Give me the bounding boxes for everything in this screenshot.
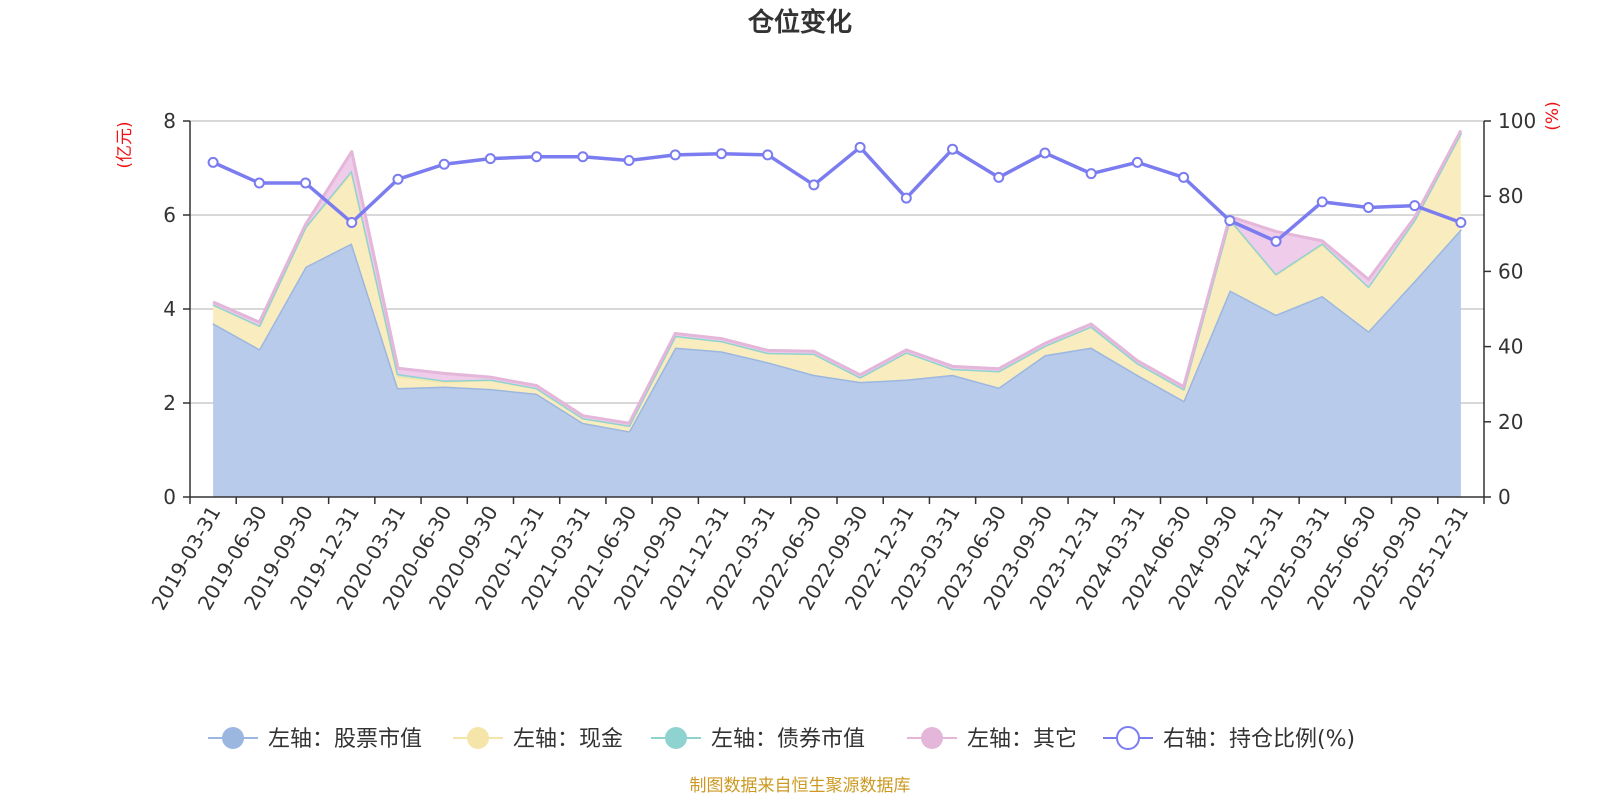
chart-title: 仓位变化 xyxy=(747,7,852,38)
legend: 左轴：股票市值 左轴：现金 左轴：债券市值 左轴：其它 右轴：持仓比例(%) xyxy=(208,726,1355,752)
ratio-point xyxy=(1178,171,1190,183)
legend-label: 左轴：债券市值 xyxy=(711,727,865,752)
ratio-point xyxy=(808,179,820,191)
ratio-line-group xyxy=(207,141,1467,247)
ratio-point xyxy=(715,148,727,160)
ratio-point xyxy=(484,153,496,165)
ratio-point xyxy=(207,156,219,168)
ratio-point xyxy=(392,173,404,185)
ratio-point xyxy=(1085,168,1097,180)
left-tick-label: 6 xyxy=(163,203,176,227)
right-tick-label: 100 xyxy=(1498,109,1536,133)
area-左轴：股票市值 xyxy=(213,229,1461,497)
ratio-point xyxy=(1362,201,1374,213)
ratio-point xyxy=(1316,196,1328,208)
left-tick-label: 4 xyxy=(163,297,176,321)
ratio-point xyxy=(669,149,681,161)
legend-marker xyxy=(921,727,943,749)
ratio-point xyxy=(300,177,312,189)
ratio-point xyxy=(623,154,635,166)
ratio-point xyxy=(1409,200,1421,212)
ratio-point xyxy=(1455,217,1467,229)
legend-marker xyxy=(665,727,687,749)
ratio-point xyxy=(900,192,912,204)
ratio-point xyxy=(531,151,543,163)
area-edge-左轴：其它 xyxy=(212,129,1463,425)
ratio-point xyxy=(438,158,450,170)
left-tick-label: 2 xyxy=(163,391,176,415)
right-tick-label: 40 xyxy=(1498,335,1523,359)
left-tick-label: 0 xyxy=(163,485,176,509)
right-tick-label: 20 xyxy=(1498,410,1523,434)
ratio-point xyxy=(1131,156,1143,168)
legend-label: 左轴：其它 xyxy=(967,727,1077,752)
area-series-group xyxy=(212,129,1463,497)
ratio-point xyxy=(993,171,1005,183)
ratio-point xyxy=(854,141,866,153)
data-source-footer: 制图数据来自恒生聚源数据库 xyxy=(690,776,911,796)
legend-label: 左轴：现金 xyxy=(513,727,623,752)
legend-marker xyxy=(1116,726,1140,750)
legend-label: 右轴：持仓比例(%) xyxy=(1163,727,1355,752)
ratio-point xyxy=(577,151,589,163)
area-左轴：现金 xyxy=(213,132,1461,432)
ratio-point xyxy=(346,217,358,229)
right-axis-unit: (%) xyxy=(1543,101,1563,130)
right-tick-label: 60 xyxy=(1498,259,1523,283)
legend-marker xyxy=(222,727,244,749)
ratio-point xyxy=(762,149,774,161)
right-tick-label: 0 xyxy=(1498,485,1511,509)
left-tick-label: 8 xyxy=(163,109,176,133)
ratio-point xyxy=(253,177,265,189)
ratio-line xyxy=(212,145,1462,244)
ratio-point xyxy=(1270,235,1282,247)
legend-label: 左轴：股票市值 xyxy=(268,727,422,752)
legend-marker xyxy=(467,727,489,749)
right-tick-label: 80 xyxy=(1498,184,1523,208)
ratio-point xyxy=(947,143,959,155)
ratio-point xyxy=(1039,147,1051,159)
left-axis-unit: (亿元) xyxy=(115,121,135,168)
ratio-point xyxy=(1224,215,1236,227)
